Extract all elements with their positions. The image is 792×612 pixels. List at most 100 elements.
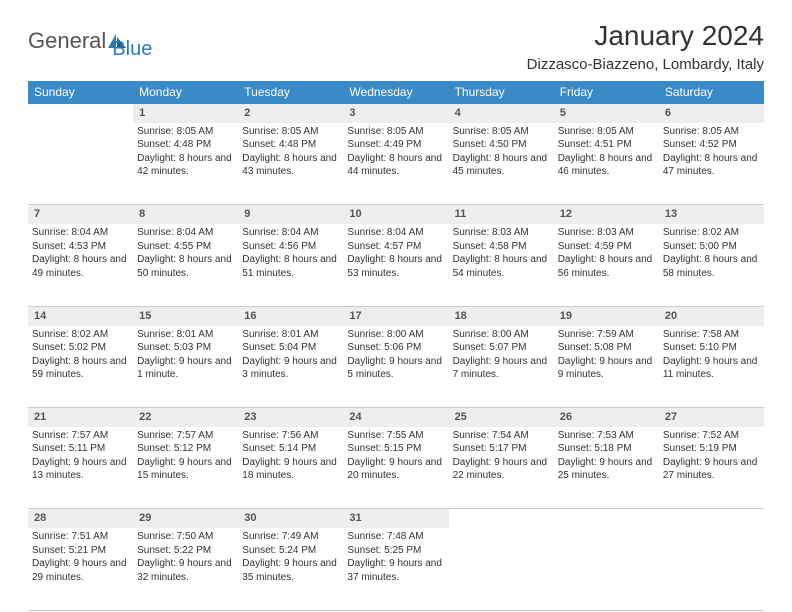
day-header: Friday [554, 81, 659, 104]
day-cell [659, 528, 764, 610]
daylight-text: Daylight: 8 hours and 43 minutes. [242, 152, 339, 179]
sunset-text: Sunset: 5:00 PM [663, 240, 760, 254]
daylight-text: Daylight: 8 hours and 45 minutes. [453, 152, 550, 179]
day-number: 24 [343, 408, 448, 427]
day-cell: Sunrise: 8:04 AMSunset: 4:53 PMDaylight:… [28, 224, 133, 306]
daylight-text: Daylight: 9 hours and 20 minutes. [347, 456, 444, 483]
day-cell: Sunrise: 8:05 AMSunset: 4:48 PMDaylight:… [238, 123, 343, 205]
daylight-text: Daylight: 9 hours and 1 minute. [137, 355, 234, 382]
sunset-text: Sunset: 5:17 PM [453, 442, 550, 456]
daylight-text: Daylight: 9 hours and 29 minutes. [32, 557, 129, 584]
sunset-text: Sunset: 5:19 PM [663, 442, 760, 456]
sunset-text: Sunset: 4:53 PM [32, 240, 129, 254]
daylight-text: Daylight: 8 hours and 50 minutes. [137, 253, 234, 280]
brand-logo: General Blue [28, 20, 152, 61]
daylight-text: Daylight: 8 hours and 51 minutes. [242, 253, 339, 280]
sunrise-text: Sunrise: 7:56 AM [242, 429, 339, 443]
day-cell: Sunrise: 7:56 AMSunset: 5:14 PMDaylight:… [238, 427, 343, 509]
sunset-text: Sunset: 5:11 PM [32, 442, 129, 456]
sunrise-text: Sunrise: 7:59 AM [558, 328, 655, 342]
day-number: 2 [238, 104, 343, 123]
day-number: 29 [133, 509, 238, 528]
sunset-text: Sunset: 5:24 PM [242, 544, 339, 558]
day-number: 9 [238, 205, 343, 224]
sunrise-text: Sunrise: 8:05 AM [242, 125, 339, 139]
day-number [28, 104, 133, 123]
page-header: General Blue January 2024 Dizzasco-Biazz… [28, 20, 764, 73]
sunset-text: Sunset: 5:14 PM [242, 442, 339, 456]
day-cell: Sunrise: 8:05 AMSunset: 4:50 PMDaylight:… [449, 123, 554, 205]
daylight-text: Daylight: 9 hours and 18 minutes. [242, 456, 339, 483]
sunrise-text: Sunrise: 8:05 AM [663, 125, 760, 139]
day-cell [554, 528, 659, 610]
month-title: January 2024 [527, 20, 764, 52]
day-number: 14 [28, 306, 133, 325]
sunrise-text: Sunrise: 8:03 AM [453, 226, 550, 240]
day-number: 11 [449, 205, 554, 224]
brand-name-2: Blue [112, 38, 152, 61]
daylight-text: Daylight: 9 hours and 32 minutes. [137, 557, 234, 584]
brand-name-1: General [28, 28, 106, 54]
day-number: 17 [343, 306, 448, 325]
day-cell: Sunrise: 7:58 AMSunset: 5:10 PMDaylight:… [659, 326, 764, 408]
daylight-text: Daylight: 8 hours and 54 minutes. [453, 253, 550, 280]
daylight-text: Daylight: 8 hours and 44 minutes. [347, 152, 444, 179]
day-cell: Sunrise: 8:05 AMSunset: 4:49 PMDaylight:… [343, 123, 448, 205]
sunrise-text: Sunrise: 7:50 AM [137, 530, 234, 544]
day-cell: Sunrise: 7:57 AMSunset: 5:11 PMDaylight:… [28, 427, 133, 509]
daylight-text: Daylight: 9 hours and 11 minutes. [663, 355, 760, 382]
sunset-text: Sunset: 5:25 PM [347, 544, 444, 558]
day-cell: Sunrise: 8:00 AMSunset: 5:07 PMDaylight:… [449, 326, 554, 408]
day-cell: Sunrise: 7:55 AMSunset: 5:15 PMDaylight:… [343, 427, 448, 509]
day-cell: Sunrise: 8:01 AMSunset: 5:04 PMDaylight:… [238, 326, 343, 408]
sunset-text: Sunset: 5:07 PM [453, 341, 550, 355]
week-daynum-row: 78910111213 [28, 205, 764, 224]
sunset-text: Sunset: 5:18 PM [558, 442, 655, 456]
day-cell: Sunrise: 8:04 AMSunset: 4:56 PMDaylight:… [238, 224, 343, 306]
sunset-text: Sunset: 5:12 PM [137, 442, 234, 456]
sunrise-text: Sunrise: 8:05 AM [347, 125, 444, 139]
week-daynum-row: 14151617181920 [28, 306, 764, 325]
sunrise-text: Sunrise: 7:52 AM [663, 429, 760, 443]
day-number: 28 [28, 509, 133, 528]
sunset-text: Sunset: 5:15 PM [347, 442, 444, 456]
daylight-text: Daylight: 9 hours and 27 minutes. [663, 456, 760, 483]
sunrise-text: Sunrise: 7:54 AM [453, 429, 550, 443]
day-header: Saturday [659, 81, 764, 104]
day-number: 18 [449, 306, 554, 325]
day-cell: Sunrise: 7:48 AMSunset: 5:25 PMDaylight:… [343, 528, 448, 610]
sunset-text: Sunset: 5:06 PM [347, 341, 444, 355]
daylight-text: Daylight: 9 hours and 5 minutes. [347, 355, 444, 382]
day-number: 8 [133, 205, 238, 224]
sunset-text: Sunset: 4:58 PM [453, 240, 550, 254]
day-number: 13 [659, 205, 764, 224]
day-number: 25 [449, 408, 554, 427]
day-number: 1 [133, 104, 238, 123]
week-detail-row: Sunrise: 7:51 AMSunset: 5:21 PMDaylight:… [28, 528, 764, 610]
daylight-text: Daylight: 9 hours and 13 minutes. [32, 456, 129, 483]
week-detail-row: Sunrise: 7:57 AMSunset: 5:11 PMDaylight:… [28, 427, 764, 509]
sunset-text: Sunset: 5:04 PM [242, 341, 339, 355]
sunset-text: Sunset: 4:50 PM [453, 138, 550, 152]
sunrise-text: Sunrise: 8:02 AM [32, 328, 129, 342]
day-number: 27 [659, 408, 764, 427]
sunrise-text: Sunrise: 7:53 AM [558, 429, 655, 443]
day-cell: Sunrise: 7:49 AMSunset: 5:24 PMDaylight:… [238, 528, 343, 610]
day-cell: Sunrise: 8:03 AMSunset: 4:59 PMDaylight:… [554, 224, 659, 306]
week-daynum-row: 28293031 [28, 509, 764, 528]
daylight-text: Daylight: 8 hours and 59 minutes. [32, 355, 129, 382]
day-number: 23 [238, 408, 343, 427]
daylight-text: Daylight: 9 hours and 15 minutes. [137, 456, 234, 483]
sunrise-text: Sunrise: 8:01 AM [137, 328, 234, 342]
sunrise-text: Sunrise: 8:03 AM [558, 226, 655, 240]
day-cell [28, 123, 133, 205]
day-number [659, 509, 764, 528]
daylight-text: Daylight: 9 hours and 37 minutes. [347, 557, 444, 584]
day-cell: Sunrise: 7:53 AMSunset: 5:18 PMDaylight:… [554, 427, 659, 509]
day-number: 20 [659, 306, 764, 325]
sunset-text: Sunset: 4:57 PM [347, 240, 444, 254]
day-cell: Sunrise: 8:02 AMSunset: 5:00 PMDaylight:… [659, 224, 764, 306]
sunset-text: Sunset: 5:02 PM [32, 341, 129, 355]
sunset-text: Sunset: 4:59 PM [558, 240, 655, 254]
day-number: 30 [238, 509, 343, 528]
